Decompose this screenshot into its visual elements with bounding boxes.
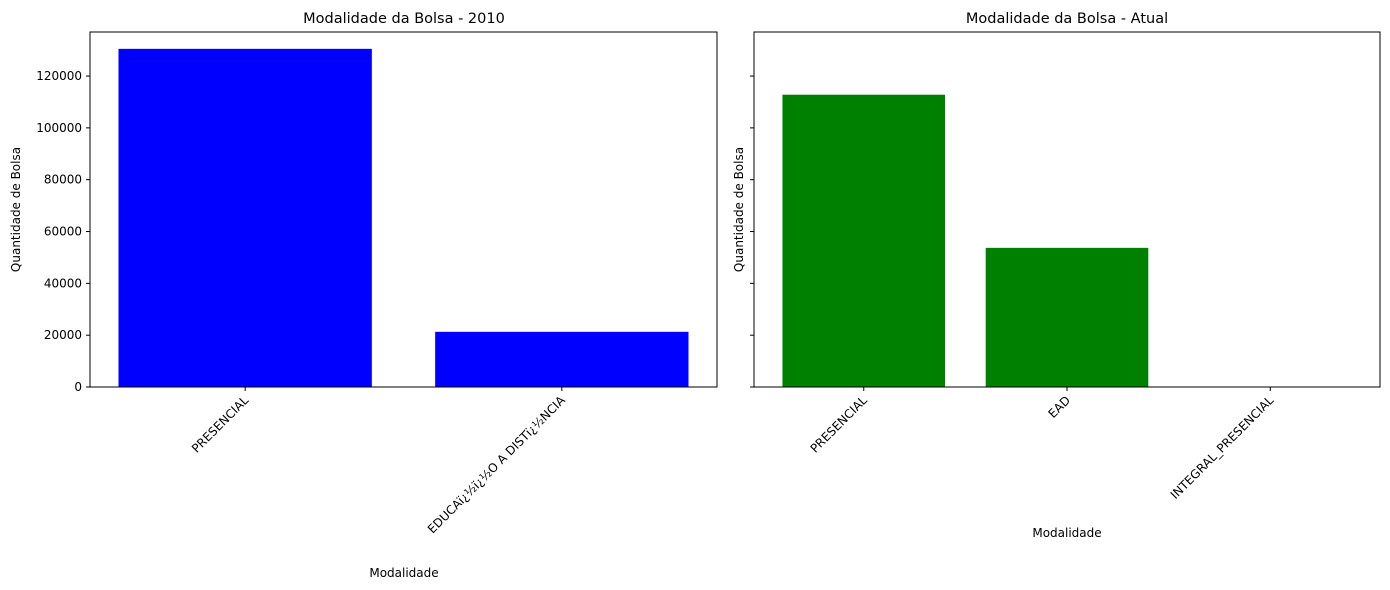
y-tick-label: 80000 bbox=[44, 173, 82, 187]
y-tick-label: 120000 bbox=[36, 69, 82, 83]
y-tick-label: 20000 bbox=[44, 328, 82, 342]
chart-left-yticks: 0 20000 40000 60000 80000 100000 120000 bbox=[36, 69, 90, 394]
x-tick-label: EAD bbox=[1046, 393, 1074, 421]
y-tick-label: 40000 bbox=[44, 276, 82, 290]
chart-left-title: Modalidade da Bolsa - 2010 bbox=[303, 11, 505, 27]
x-tick-label: PRESENCIAL bbox=[189, 393, 252, 456]
chart-right: Modalidade da Bolsa - Atual PRESENCIAL EA… bbox=[732, 11, 1381, 540]
bar-educa-o-a-dist-ncia bbox=[435, 331, 689, 387]
chart-left-xticks: PRESENCIAL EDUCAï¿½ï¿½O A DISTï¿½NCIA bbox=[189, 387, 569, 536]
x-tick-label: EDUCAï¿½ï¿½O A DISTï¿½NCIA bbox=[425, 393, 569, 537]
bar-ead bbox=[985, 247, 1149, 387]
bar-presencial bbox=[118, 48, 372, 387]
chart-right-yticks bbox=[750, 75, 754, 388]
chart-left-xlabel: Modalidade bbox=[369, 566, 438, 580]
chart-left: Modalidade da Bolsa - 2010 0 20000 40000 60… bbox=[9, 11, 718, 580]
chart-right-xticks: PRESENCIAL EAD INTEGRAL_PRESENCIAL bbox=[808, 387, 1277, 502]
y-tick-label: 100000 bbox=[36, 121, 82, 135]
y-tick-label: 60000 bbox=[44, 225, 82, 239]
chart-right-bars bbox=[782, 94, 1352, 387]
chart-right-xlabel: Modalidade bbox=[1032, 526, 1101, 540]
chart-right-ylabel: Quantidade de Bolsa bbox=[732, 147, 746, 272]
bar-presencial bbox=[782, 94, 946, 387]
chart-right-title: Modalidade da Bolsa - Atual bbox=[966, 11, 1168, 27]
chart-left-ylabel: Quantidade de Bolsa bbox=[9, 147, 23, 272]
chart-left-axes-frame bbox=[89, 31, 718, 388]
x-tick-label: PRESENCIAL bbox=[808, 393, 871, 456]
x-tick-label: INTEGRAL_PRESENCIAL bbox=[1168, 393, 1277, 502]
chart-left-bars bbox=[118, 48, 689, 387]
y-tick-label: 0 bbox=[74, 380, 82, 394]
